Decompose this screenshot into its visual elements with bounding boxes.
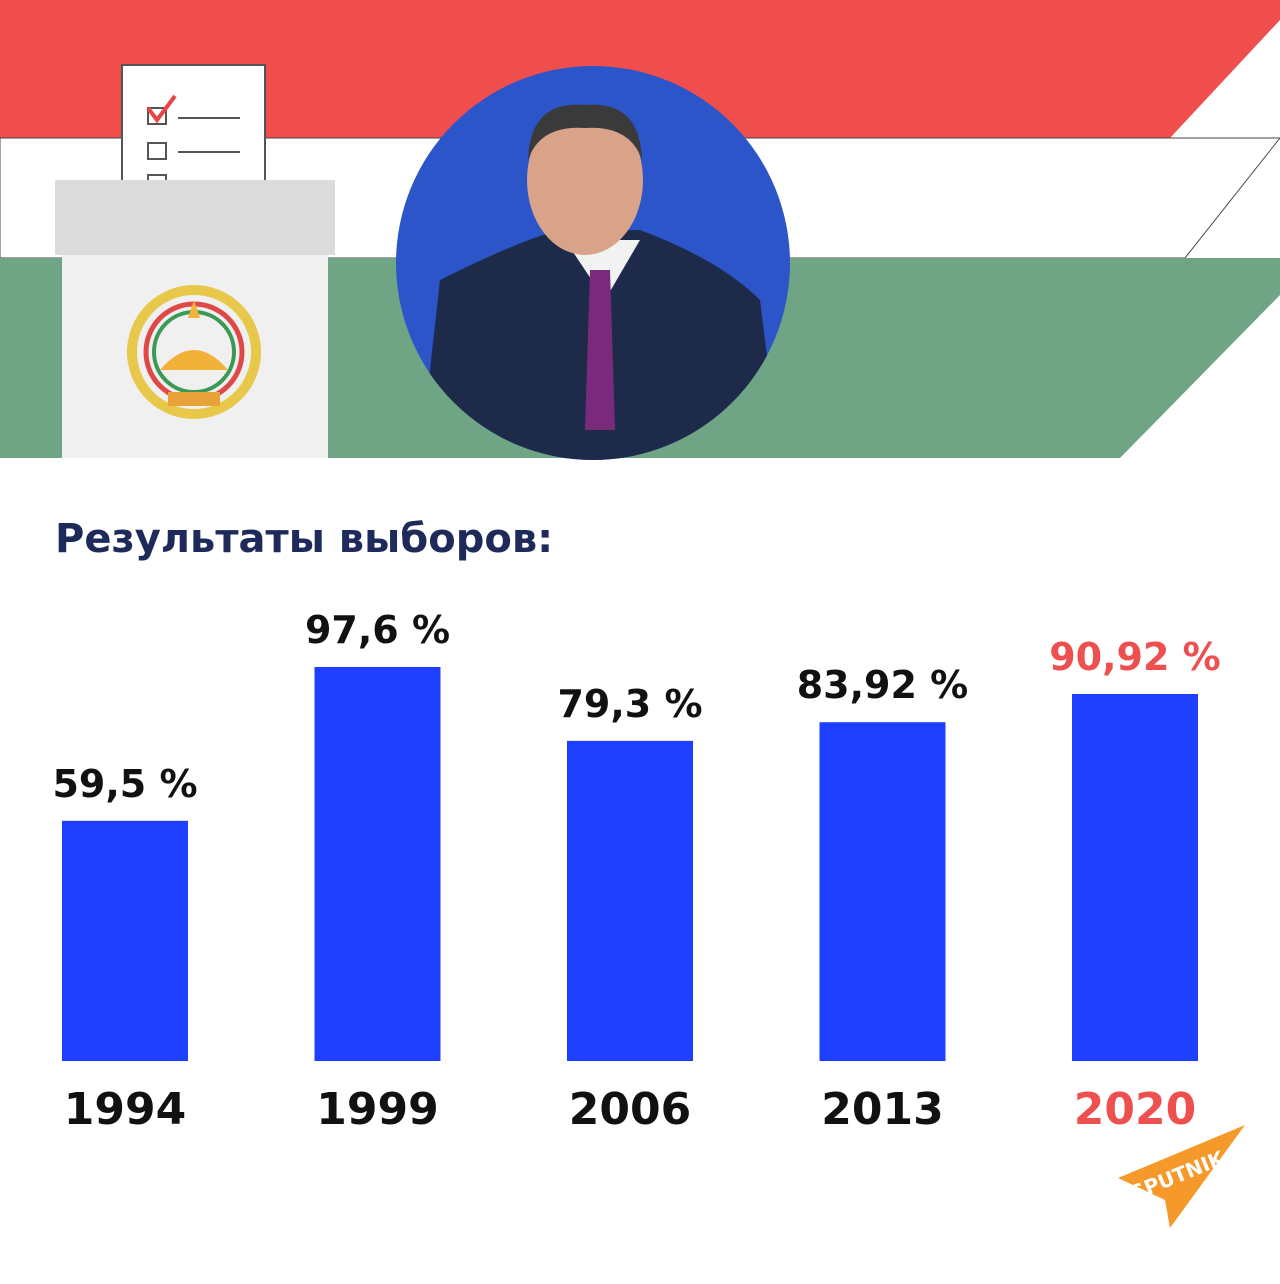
value-label: 97,6 % [305, 608, 450, 652]
x-tick-label: 2013 [821, 1084, 943, 1135]
bar [819, 722, 946, 1061]
value-label: 79,3 % [557, 682, 702, 726]
logo: SPUTNIK [1118, 1125, 1245, 1228]
emblem [127, 285, 261, 419]
x-tick-label: 2020 [1074, 1084, 1196, 1135]
bar [314, 667, 441, 1061]
bar [567, 740, 693, 1061]
chart-title: Результаты выборов: [55, 516, 553, 562]
ballot-box-top [55, 180, 335, 255]
bar [1072, 693, 1198, 1061]
check-mark [146, 94, 177, 124]
portrait [396, 66, 790, 460]
value-label: 59,5 % [52, 762, 197, 806]
flag-red [0, 0, 1280, 138]
x-tick-label: 1994 [64, 1084, 186, 1135]
value-label: 90,92 % [1049, 635, 1221, 679]
bar [62, 820, 188, 1061]
x-tick-label: 2006 [569, 1084, 691, 1135]
x-tick-label: 1999 [316, 1084, 438, 1135]
value-label: 83,92 % [797, 663, 969, 707]
